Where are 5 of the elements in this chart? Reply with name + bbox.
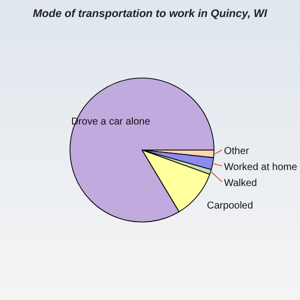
slice-label: Walked bbox=[224, 178, 257, 189]
chart-title: Mode of transportation to work in Quincy, WI bbox=[32, 8, 268, 20]
slice-label: Other bbox=[224, 146, 250, 157]
slice-label: Carpooled bbox=[206, 200, 254, 212]
slice-label: Worked at home bbox=[224, 162, 298, 173]
